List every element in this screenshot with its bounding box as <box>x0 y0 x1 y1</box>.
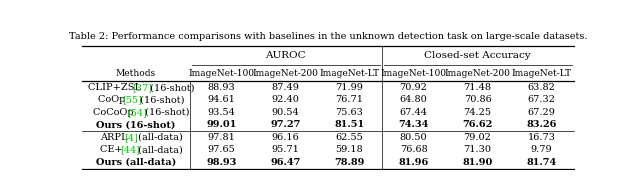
Text: 81.74: 81.74 <box>526 158 557 167</box>
Text: 92.40: 92.40 <box>271 96 300 104</box>
Text: 9.79: 9.79 <box>531 145 552 154</box>
Text: ImageNet-100: ImageNet-100 <box>381 69 447 78</box>
Text: 81.51: 81.51 <box>335 120 365 129</box>
Text: 87.49: 87.49 <box>271 83 300 92</box>
Text: 64.80: 64.80 <box>399 96 428 104</box>
Text: 16.73: 16.73 <box>527 133 556 142</box>
Text: [54]: [54] <box>127 108 147 117</box>
Text: Ours (16-shot): Ours (16-shot) <box>96 120 176 129</box>
Text: 79.02: 79.02 <box>463 133 492 142</box>
Text: 97.81: 97.81 <box>207 133 236 142</box>
Text: 95.71: 95.71 <box>271 145 300 154</box>
Text: [55]: [55] <box>122 96 141 104</box>
Text: 74.25: 74.25 <box>463 108 492 117</box>
Text: 94.61: 94.61 <box>207 96 236 104</box>
Text: 98.93: 98.93 <box>206 158 237 167</box>
Text: 71.99: 71.99 <box>335 83 364 92</box>
Text: 70.86: 70.86 <box>463 96 492 104</box>
Text: CLIP+ZSL: CLIP+ZSL <box>88 83 144 92</box>
Text: 78.89: 78.89 <box>334 158 365 167</box>
Text: (all-data): (all-data) <box>135 145 183 154</box>
Text: [4]: [4] <box>124 133 138 142</box>
Text: CoCoOp: CoCoOp <box>93 108 137 117</box>
Text: Closed-set Accuracy: Closed-set Accuracy <box>424 51 531 60</box>
Text: AUROC: AUROC <box>265 51 306 60</box>
Text: 70.92: 70.92 <box>399 83 428 92</box>
Text: ImageNet-LT: ImageNet-LT <box>319 69 380 78</box>
Text: Table 2: Performance comparisons with baselines in the unknown detection task on: Table 2: Performance comparisons with ba… <box>68 32 588 41</box>
Text: 93.54: 93.54 <box>207 108 236 117</box>
Text: 71.48: 71.48 <box>463 83 492 92</box>
Text: (all-data): (all-data) <box>135 133 182 142</box>
Text: 83.26: 83.26 <box>526 120 557 129</box>
Text: 96.16: 96.16 <box>271 133 300 142</box>
Text: 80.50: 80.50 <box>400 133 428 142</box>
Text: 74.34: 74.34 <box>398 120 429 129</box>
Text: 97.65: 97.65 <box>207 145 236 154</box>
Text: (16-shot): (16-shot) <box>147 83 195 92</box>
Text: 75.63: 75.63 <box>335 108 364 117</box>
Text: 76.71: 76.71 <box>335 96 364 104</box>
Text: 71.30: 71.30 <box>463 145 492 154</box>
Text: 90.54: 90.54 <box>271 108 300 117</box>
Text: Ours (all-data): Ours (all-data) <box>96 158 176 167</box>
Text: 97.27: 97.27 <box>270 120 301 129</box>
Text: 76.62: 76.62 <box>462 120 493 129</box>
Text: ARPL: ARPL <box>100 133 131 142</box>
Text: 76.68: 76.68 <box>399 145 428 154</box>
Text: 81.96: 81.96 <box>398 158 429 167</box>
Text: 81.90: 81.90 <box>462 158 493 167</box>
Text: CoOp: CoOp <box>98 96 129 104</box>
Text: 59.18: 59.18 <box>335 145 364 154</box>
Text: 62.55: 62.55 <box>335 133 364 142</box>
Text: (16-shot): (16-shot) <box>142 108 189 117</box>
Text: 63.82: 63.82 <box>527 83 556 92</box>
Text: (16-shot): (16-shot) <box>137 96 184 104</box>
Text: 99.01: 99.01 <box>206 120 237 129</box>
Text: 67.32: 67.32 <box>527 96 556 104</box>
Text: 67.29: 67.29 <box>527 108 556 117</box>
Text: ImageNet-LT: ImageNet-LT <box>511 69 572 78</box>
Text: [44]: [44] <box>120 145 140 154</box>
Text: 88.93: 88.93 <box>207 83 236 92</box>
Text: 67.44: 67.44 <box>399 108 428 117</box>
Text: Methods: Methods <box>116 69 156 78</box>
Text: [37]: [37] <box>132 83 152 92</box>
Text: ImageNet-200: ImageNet-200 <box>253 69 319 78</box>
Text: CE+: CE+ <box>100 145 125 154</box>
Text: ImageNet-200: ImageNet-200 <box>445 69 511 78</box>
Text: 96.47: 96.47 <box>270 158 301 167</box>
Text: ImageNet-100: ImageNet-100 <box>189 69 255 78</box>
